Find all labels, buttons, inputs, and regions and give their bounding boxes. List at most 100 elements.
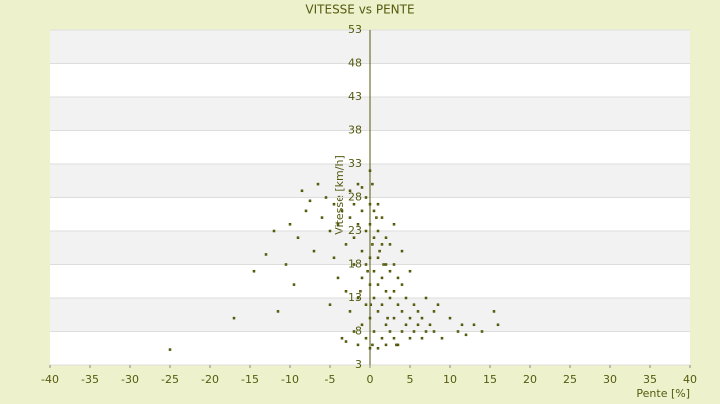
x-tick-label: 10 (443, 373, 457, 386)
point (380, 243, 384, 246)
point (384, 343, 388, 347)
point (276, 310, 280, 313)
point (368, 256, 372, 260)
point (364, 263, 368, 266)
point (304, 209, 308, 213)
point (344, 243, 348, 246)
point (388, 330, 392, 333)
point (332, 256, 336, 260)
x-tick-label: -20 (201, 373, 219, 386)
x-tick-label: 25 (563, 373, 577, 386)
point (264, 253, 268, 256)
point (252, 269, 256, 273)
y-tick-label: 8 (355, 325, 362, 338)
point (368, 283, 372, 286)
y-axis-label: Vitesse [km/h] (333, 155, 346, 235)
point (336, 276, 340, 280)
point (360, 323, 364, 327)
point (352, 263, 356, 266)
point (392, 316, 396, 320)
point (388, 296, 392, 300)
point (368, 169, 372, 172)
point (408, 336, 412, 340)
point (432, 310, 436, 313)
x-axis-label: Pente [%] (636, 387, 690, 400)
point (392, 290, 396, 293)
chart-title: VITESSE vs PENTE (305, 3, 414, 17)
point (344, 340, 348, 343)
point (348, 310, 352, 313)
point (376, 256, 380, 260)
point (372, 209, 376, 213)
point (420, 316, 424, 320)
point (356, 296, 360, 300)
point (372, 236, 376, 239)
y-tick-label: 23 (348, 224, 362, 237)
point (368, 223, 372, 226)
point (312, 249, 316, 253)
point (386, 316, 389, 320)
point (364, 303, 368, 306)
y-tick-label: 53 (348, 23, 362, 36)
x-tick-label: -25 (161, 373, 179, 386)
y-tick-label: 48 (348, 57, 362, 70)
point (380, 336, 384, 340)
point (316, 182, 320, 186)
point (375, 216, 378, 219)
point (360, 186, 364, 189)
point (368, 202, 372, 206)
point (364, 229, 368, 233)
point (464, 333, 468, 337)
point (359, 290, 362, 293)
point (360, 209, 364, 213)
point (296, 236, 300, 239)
point (416, 323, 420, 327)
point (344, 290, 348, 293)
point (366, 269, 369, 273)
point (388, 269, 392, 273)
point (300, 189, 304, 193)
point (352, 202, 356, 206)
point (364, 196, 368, 199)
point (324, 196, 328, 199)
point (320, 216, 324, 219)
point (384, 290, 388, 293)
y-tick-label: 38 (348, 124, 362, 137)
point (432, 330, 436, 333)
point (395, 343, 398, 347)
point (380, 216, 384, 219)
x-tick-label: 0 (367, 373, 374, 386)
point (392, 263, 396, 266)
point (404, 296, 408, 300)
point (460, 323, 464, 327)
point (288, 223, 292, 226)
point (308, 199, 312, 203)
point (492, 310, 496, 313)
point (384, 323, 388, 327)
y-tick-label: 13 (348, 291, 362, 304)
point (496, 323, 500, 327)
point (332, 202, 336, 206)
point (372, 269, 376, 273)
point (376, 283, 380, 286)
point (400, 310, 404, 313)
point (380, 276, 384, 280)
point (384, 236, 388, 239)
x-tick-label: -15 (241, 373, 259, 386)
point (372, 330, 376, 333)
point (424, 330, 428, 333)
point (448, 316, 452, 320)
point (348, 216, 352, 219)
point (340, 336, 344, 340)
point (369, 303, 373, 306)
point (372, 296, 376, 300)
point (456, 330, 460, 333)
y-tick-label: 43 (348, 90, 362, 103)
point (348, 189, 352, 193)
x-tick-label: 20 (523, 373, 537, 386)
x-tick-label: 15 (483, 373, 497, 386)
y-tick-label: 28 (348, 191, 362, 204)
point (384, 263, 388, 266)
x-tick-label: -10 (281, 373, 299, 386)
